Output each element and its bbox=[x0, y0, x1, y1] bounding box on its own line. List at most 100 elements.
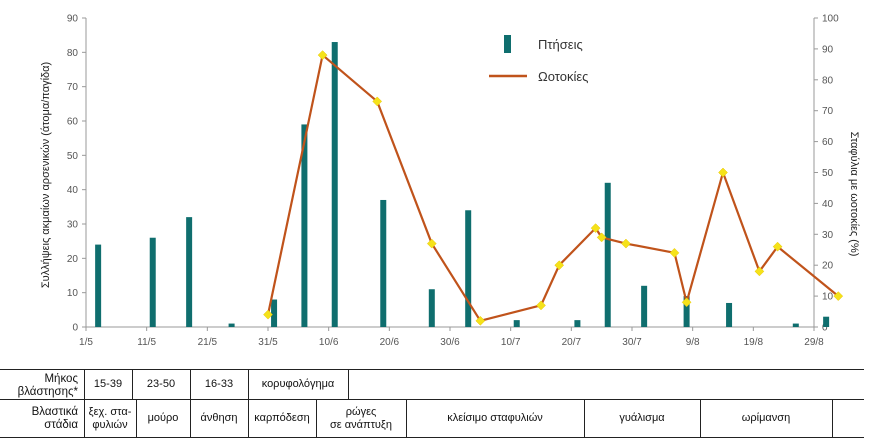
y-left-tick-label: 70 bbox=[67, 82, 79, 93]
y-axis-right-title: Σταφύλια με ωοτοκίες (%) bbox=[848, 132, 860, 257]
row2-divider bbox=[406, 399, 407, 437]
row1-divider bbox=[84, 369, 85, 399]
stage-veraison: γυάλισμα bbox=[619, 412, 665, 425]
table-bottom-line bbox=[0, 437, 864, 438]
y-left-tick-label: 80 bbox=[67, 48, 79, 59]
row2-divider bbox=[190, 399, 191, 437]
stage-cluster-separation: ξεχ. στα- φυλιών bbox=[88, 406, 132, 431]
y-right-tick-label: 10 bbox=[822, 292, 834, 303]
row2-divider bbox=[84, 399, 85, 437]
x-tick-label: 30/6 bbox=[440, 337, 460, 348]
line-point-29/7 bbox=[621, 238, 631, 249]
y-left-tick-label: 90 bbox=[67, 14, 79, 25]
row-label-growth-stages: Βλαστικά στάδια bbox=[10, 406, 78, 431]
y-left-tick-label: 10 bbox=[67, 288, 79, 299]
bar-1/6 bbox=[271, 299, 278, 327]
line-point-18/6 bbox=[372, 96, 383, 107]
bar-11/7 bbox=[513, 320, 520, 327]
line-point-23/8 bbox=[772, 241, 783, 252]
x-tick-label: 21/5 bbox=[198, 337, 218, 348]
y-right-tick-label: 100 bbox=[822, 14, 839, 25]
legend-bar-swatch bbox=[504, 35, 511, 53]
stage-flowering: άνθηση bbox=[200, 412, 238, 425]
bar-26/8 bbox=[792, 323, 799, 327]
phenology-table: Μήκος βλάστησης* Βλαστικά στάδια 15-39 2… bbox=[0, 362, 886, 445]
legend-line-label: Ωοτοκίες bbox=[538, 69, 588, 84]
y-left-tick-label: 40 bbox=[67, 185, 79, 196]
chart-axes: 0 10 20 30 40 50 60 70 80 90 0 10 20 30 40 50 60 70 80 90 10… bbox=[67, 14, 839, 349]
length-16-33: 16-33 bbox=[204, 378, 234, 391]
row2-divider bbox=[700, 399, 701, 437]
bar-25/5 bbox=[228, 323, 235, 327]
y-left-tick-label: 60 bbox=[67, 117, 79, 128]
bar-26/7 bbox=[604, 182, 611, 327]
x-tick-label: 30/7 bbox=[622, 337, 642, 348]
bar-1/8 bbox=[641, 285, 648, 327]
row1-divider bbox=[190, 369, 191, 399]
stage-berry-development: ρώγες σε ανάπτυξη bbox=[330, 406, 392, 431]
row-label-shoot-length: Μήκος βλάστησης* bbox=[10, 373, 78, 398]
line-point-31/5 bbox=[263, 309, 273, 320]
row2-divider bbox=[248, 399, 249, 437]
row2-divider bbox=[316, 399, 317, 437]
x-tick-label: 10/7 bbox=[501, 337, 521, 348]
length-23-50: 23-50 bbox=[146, 378, 176, 391]
y-left-tick-label: 50 bbox=[67, 151, 79, 162]
y-right-tick-label: 50 bbox=[822, 168, 834, 179]
table-mid-line bbox=[0, 399, 864, 400]
line-point-2/9 bbox=[833, 291, 844, 301]
x-tick-label: 29/8 bbox=[804, 337, 824, 348]
row2-divider bbox=[136, 399, 137, 437]
y-right-tick-label: 0 bbox=[822, 323, 828, 334]
stage-ripening: ωρίμανση bbox=[741, 412, 791, 425]
legend: Πτήσεις Ωοτοκίες bbox=[489, 35, 588, 84]
row1-divider bbox=[132, 369, 133, 399]
bar-12/5 bbox=[149, 237, 156, 327]
line-point-5/7 bbox=[475, 315, 486, 326]
bar-11/6 bbox=[331, 42, 338, 328]
row-label-shoot-length-line2: βλάστησης* bbox=[17, 385, 78, 398]
x-tick-label: 19/8 bbox=[744, 337, 764, 348]
stage-fruit-set: καρπόδεση bbox=[254, 412, 310, 425]
length-topping: κορυφολόγημα bbox=[261, 378, 335, 391]
y-left-tick-label: 20 bbox=[67, 254, 79, 265]
line-point-24/7 bbox=[590, 223, 601, 233]
bar-8/8 bbox=[683, 296, 690, 327]
legend-bar-label: Πτήσεις bbox=[538, 37, 583, 52]
line-point-6/8 bbox=[669, 247, 680, 258]
line-point-18/7 bbox=[554, 260, 565, 271]
bar-3/7 bbox=[465, 210, 472, 327]
y-right-tick-label: 80 bbox=[822, 75, 834, 86]
bar-15/8 bbox=[726, 302, 733, 327]
x-tick-label: 1/5 bbox=[79, 337, 93, 348]
stage-morula: μούρο bbox=[147, 412, 179, 425]
bar-19/6 bbox=[380, 199, 387, 327]
bar-series bbox=[95, 42, 830, 328]
bar-18/5 bbox=[186, 217, 193, 327]
line-point-8/8 bbox=[681, 297, 692, 308]
y-axis-left-title: Συλλήψεις ακμαίων αρσενικών (άτομα/παγίδ… bbox=[40, 62, 52, 288]
line-series bbox=[263, 50, 844, 326]
stage-bunch-closure: κλείσιμο σταφυλιών bbox=[447, 412, 543, 425]
y-right-tick-label: 60 bbox=[822, 137, 834, 148]
row-label-growth-stages-line2: στάδια bbox=[44, 418, 78, 431]
x-tick-label: 20/7 bbox=[562, 337, 582, 348]
table-top-line bbox=[0, 369, 864, 370]
row-label-growth-stages-line1: Βλαστικά bbox=[31, 406, 78, 418]
bar-21/7 bbox=[574, 320, 581, 327]
x-tick-label: 11/5 bbox=[137, 337, 156, 348]
line-point-15/7 bbox=[536, 300, 546, 311]
y-right-tick-label: 90 bbox=[822, 44, 834, 55]
y-left-tick-label: 30 bbox=[67, 220, 79, 231]
line-point-9/6 bbox=[317, 50, 328, 60]
bar-31/8 bbox=[823, 316, 830, 327]
row2-divider bbox=[584, 399, 585, 437]
line-point-27/6 bbox=[426, 238, 437, 249]
y-right-tick-label: 20 bbox=[822, 261, 834, 272]
row1-divider bbox=[248, 369, 249, 399]
y-right-tick-label: 40 bbox=[822, 199, 834, 210]
x-tick-label: 20/6 bbox=[380, 337, 400, 348]
y-right-tick-label: 70 bbox=[822, 106, 834, 117]
y-right-tick-label: 30 bbox=[822, 230, 834, 241]
line-point-25/7 bbox=[596, 232, 607, 243]
